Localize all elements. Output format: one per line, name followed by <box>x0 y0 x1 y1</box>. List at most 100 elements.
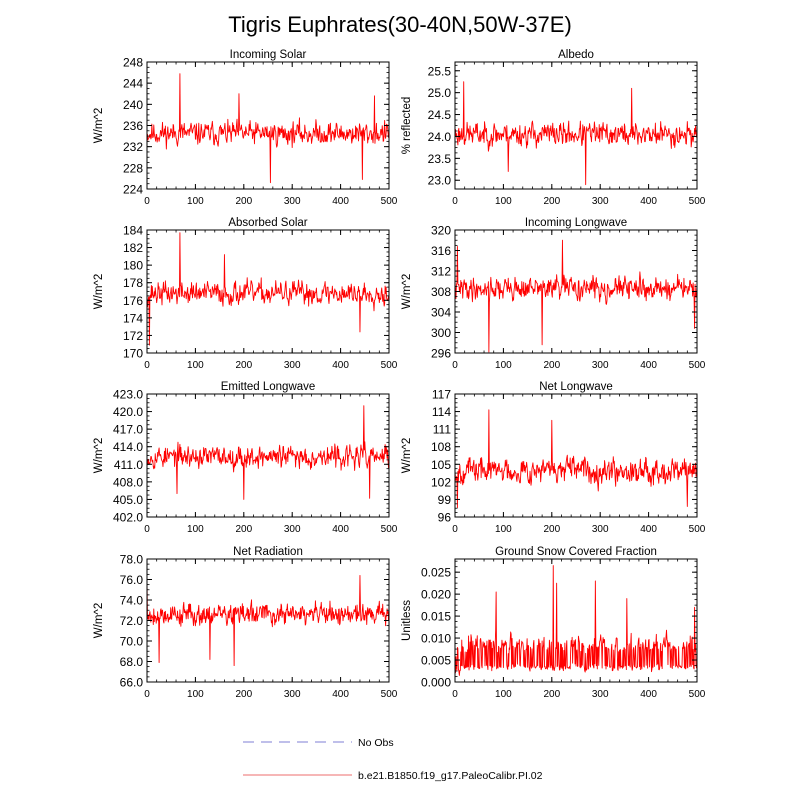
y-tick-label: 240 <box>123 98 143 112</box>
x-tick-label: 300 <box>592 524 609 535</box>
x-tick-label: 200 <box>543 360 560 371</box>
panel-title: Net Longwave <box>539 381 613 393</box>
x-tick-label: 300 <box>592 689 609 700</box>
series-line <box>146 232 390 346</box>
panel-title: Incoming Longwave <box>525 217 627 229</box>
panel-title: Albedo <box>558 49 594 61</box>
y-tick-label: 96 <box>438 511 452 525</box>
y-tick-label: 66.0 <box>120 676 144 690</box>
x-tick-label: 0 <box>452 524 458 535</box>
y-tick-label: 248 <box>123 56 143 70</box>
chart-panel: Net Longwave W/m^2 0 100 200 300 400 500 96 99 102… <box>401 381 706 535</box>
x-tick-label: 500 <box>381 360 398 371</box>
x-tick-label: 0 <box>452 196 458 207</box>
chart-panel: Emitted Longwave W/m^2 0 100 200 300 400 500 402… <box>93 381 398 535</box>
panel-title: Incoming Solar <box>230 49 307 61</box>
x-tick-label: 0 <box>144 689 150 700</box>
legend-label-model: b.e21.B1850.f19_g17.PaleoCalibr.PI.02 <box>358 770 543 782</box>
x-tick-label: 200 <box>235 524 252 535</box>
y-tick-label: 408.0 <box>113 475 143 489</box>
y-tick-label: 23.0 <box>428 174 452 188</box>
series-line <box>146 73 390 184</box>
y-tick-label: 411.0 <box>114 458 143 472</box>
panel-title: Net Radiation <box>233 546 303 558</box>
legend-label-no-obs: No Obs <box>358 737 394 749</box>
x-tick-label: 500 <box>381 689 398 700</box>
y-tick-label: 417.0 <box>113 423 143 437</box>
x-tick-label: 500 <box>689 360 706 371</box>
legend: No Obs b.e21.B1850.f19_g17.PaleoCalibr.P… <box>243 737 543 782</box>
figure-title: Tigris Euphrates(30-40N,50W-37E) <box>228 12 572 37</box>
y-axis-label: W/m^2 <box>401 274 413 309</box>
y-tick-label: 308 <box>431 285 451 299</box>
y-tick-label: 0.020 <box>421 588 451 602</box>
x-tick-label: 200 <box>543 524 560 535</box>
x-tick-label: 300 <box>284 360 301 371</box>
x-tick-label: 400 <box>332 196 349 207</box>
series-line <box>454 565 698 676</box>
y-axis-label: W/m^2 <box>93 274 105 309</box>
x-tick-label: 0 <box>144 360 150 371</box>
chart-panel: Albedo % reflected 0 100 200 300 400 500 23.0 23.… <box>401 49 706 207</box>
y-tick-label: 224 <box>123 183 143 197</box>
x-tick-label: 200 <box>543 689 560 700</box>
plot-frame <box>454 393 698 518</box>
chart-panel: Absorbed Solar W/m^2 0 100 200 300 400 500 170 17… <box>93 217 398 371</box>
x-tick-label: 300 <box>284 196 301 207</box>
y-tick-label: 23.5 <box>428 152 452 166</box>
x-tick-label: 300 <box>284 524 301 535</box>
y-tick-label: 172 <box>123 329 143 343</box>
chart-panel: Incoming Longwave W/m^2 0 100 200 300 400 500 29… <box>401 217 706 371</box>
y-tick-label: 0.025 <box>421 566 451 580</box>
x-tick-label: 500 <box>381 524 398 535</box>
y-tick-label: 244 <box>123 77 143 91</box>
x-tick-label: 500 <box>689 689 706 700</box>
x-tick-label: 200 <box>543 196 560 207</box>
y-tick-label: 236 <box>123 119 143 133</box>
y-tick-label: 72.0 <box>120 614 144 628</box>
x-tick-label: 500 <box>689 524 706 535</box>
plot-frame <box>146 558 390 683</box>
y-tick-label: 0.000 <box>421 676 451 690</box>
y-tick-label: 232 <box>123 140 143 154</box>
y-tick-label: 300 <box>431 326 451 340</box>
x-tick-label: 400 <box>640 196 657 207</box>
x-tick-label: 200 <box>235 196 252 207</box>
y-tick-label: 423.0 <box>113 388 143 402</box>
x-tick-label: 100 <box>187 524 204 535</box>
x-tick-label: 100 <box>495 689 512 700</box>
plot-frame <box>454 558 698 683</box>
chart-panel: Incoming Solar W/m^2 0 100 200 300 400 500 224 22… <box>93 49 398 207</box>
y-tick-label: 228 <box>123 161 143 175</box>
y-axis-label: % reflected <box>401 97 413 155</box>
x-tick-label: 100 <box>187 360 204 371</box>
x-tick-label: 500 <box>689 196 706 207</box>
y-tick-label: 99 <box>438 493 452 507</box>
y-tick-label: 24.0 <box>428 130 452 144</box>
y-tick-label: 78.0 <box>120 553 144 567</box>
y-tick-label: 0.010 <box>421 632 451 646</box>
x-tick-label: 400 <box>332 524 349 535</box>
x-tick-label: 100 <box>495 524 512 535</box>
y-tick-label: 68.0 <box>120 655 144 669</box>
x-tick-label: 300 <box>592 360 609 371</box>
x-tick-label: 400 <box>332 360 349 371</box>
panel-title: Absorbed Solar <box>228 217 307 229</box>
y-tick-label: 312 <box>431 265 451 279</box>
x-tick-label: 0 <box>452 360 458 371</box>
x-tick-label: 400 <box>640 689 657 700</box>
chart-panel: Net Radiation W/m^2 0 100 200 300 400 500 66.0 68… <box>93 546 398 700</box>
y-tick-label: 24.5 <box>428 108 452 122</box>
y-axis-label: W/m^2 <box>93 438 105 473</box>
y-tick-label: 176 <box>123 294 143 308</box>
panels: Incoming Solar W/m^2 0 100 200 300 400 500 224 22… <box>93 49 706 700</box>
y-tick-label: 170 <box>123 347 143 361</box>
y-tick-label: 76.0 <box>120 573 144 587</box>
y-tick-label: 316 <box>431 244 451 258</box>
x-tick-label: 100 <box>187 689 204 700</box>
x-tick-label: 200 <box>235 689 252 700</box>
panel-title: Emitted Longwave <box>221 381 316 393</box>
y-tick-label: 405.0 <box>113 493 143 507</box>
y-tick-label: 402.0 <box>113 511 143 525</box>
